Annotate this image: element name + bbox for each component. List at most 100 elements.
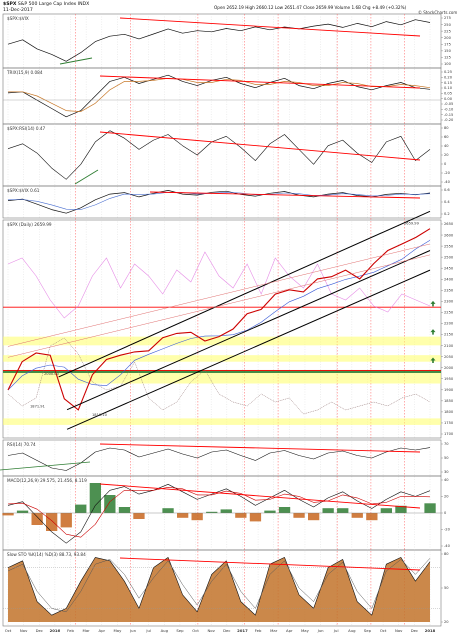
ohlc-line: Open 2652.19 High 2660.12 Low 2651.47 Cl… bbox=[214, 5, 407, 10]
macd-histogram-bar bbox=[104, 495, 116, 513]
y-tick-label: 200 bbox=[444, 36, 452, 40]
y-tick-label: 2600 bbox=[444, 233, 454, 237]
x-tick-label: Dec bbox=[223, 628, 230, 633]
trendline bbox=[119, 17, 421, 37]
price-annotation: 2659.99 bbox=[404, 221, 420, 225]
macd-histogram-bar bbox=[133, 513, 145, 519]
y-tick-label: -0.10 bbox=[444, 108, 454, 112]
series-price bbox=[7, 228, 431, 411]
series-macd-signal bbox=[7, 486, 431, 538]
y-tick-label: 2150 bbox=[444, 333, 454, 337]
x-tick-label: Feb bbox=[67, 628, 74, 633]
trendline bbox=[99, 443, 421, 453]
green-up-arrow bbox=[430, 329, 436, 335]
symbol: $SPX bbox=[3, 2, 17, 7]
y-tick-label: 2450 bbox=[444, 266, 454, 270]
x-tick-label: Feb bbox=[255, 628, 262, 633]
fib-band-yellow bbox=[3, 372, 441, 384]
panel-legends: $SPX:$VIX TRIX(15,9) 0.084 $SPX:RSI(14) … bbox=[6, 16, 87, 557]
x-tick-label: Oct bbox=[5, 628, 12, 633]
macd-histogram-bar bbox=[337, 508, 349, 513]
y-tick-label: 80 bbox=[444, 126, 449, 130]
y-tick-label: 30 bbox=[444, 470, 449, 474]
green-up-arrow bbox=[430, 357, 436, 364]
x-tick-label: Oct bbox=[380, 628, 387, 633]
y-tick-label: 1700 bbox=[444, 432, 454, 436]
vertical-gridlines bbox=[7, 14, 431, 626]
y-tick-label: -40 bbox=[444, 544, 451, 548]
x-tick-label: Oct bbox=[192, 628, 199, 633]
y-tick-label: -40 bbox=[444, 180, 451, 184]
price-annotation: 1810.10 bbox=[92, 413, 108, 417]
trendline bbox=[99, 75, 421, 89]
fib-band-green bbox=[3, 369, 441, 373]
y-tick-label: 1850 bbox=[444, 399, 454, 403]
y-tick-label: 0.6 bbox=[444, 188, 450, 192]
macd-histogram-bar bbox=[31, 513, 43, 525]
series-trix-signal bbox=[8, 77, 431, 112]
series-mid-ratio bbox=[7, 190, 431, 214]
macd-histogram-bar bbox=[191, 513, 203, 521]
y-tick-label: 0.2 bbox=[444, 212, 450, 216]
macd-histogram-bar bbox=[89, 483, 101, 513]
trendline bbox=[99, 483, 421, 509]
x-tick-label: Apr bbox=[286, 628, 293, 633]
macd-histogram-bar bbox=[75, 504, 87, 513]
y-tick-label: 2350 bbox=[444, 289, 454, 293]
x-tick-label: Dec bbox=[411, 628, 418, 633]
panel-frame-price bbox=[2, 219, 442, 439]
close-value: 2659.99 bbox=[315, 5, 334, 10]
fan-line bbox=[7, 254, 431, 358]
macd-histogram-bar bbox=[16, 510, 29, 513]
y-tick-label: 2650 bbox=[444, 222, 454, 226]
y-tick-label: 2500 bbox=[444, 255, 454, 259]
x-tick-label: Nov bbox=[20, 628, 28, 633]
x-tick-label: 2016 bbox=[50, 628, 61, 633]
y-tick-label: 60 bbox=[444, 135, 449, 139]
y-tick-label: 2100 bbox=[444, 344, 454, 348]
series-macd bbox=[7, 483, 431, 544]
fib-band-yellow bbox=[3, 355, 441, 362]
y-tick-label: -0.15 bbox=[444, 113, 453, 117]
x-tick-label: Jul bbox=[145, 628, 151, 633]
legend-macd: MACD(12,26,9) 29.575, 21.456, 8.119 bbox=[7, 478, 87, 483]
y-tick-label: 20 bbox=[444, 153, 449, 157]
x-axis-labels: Oct Nov Dec 2016 Feb Mar Apr May Jun Jul Aug Sep Oct… bbox=[5, 628, 436, 633]
chart-symbol-line: $SPX S&P 500 Large Cap Index INDX bbox=[3, 2, 89, 7]
y-tick-label: 50 bbox=[444, 456, 449, 460]
x-tick-label: Aug bbox=[161, 628, 169, 633]
macd-histogram-bar bbox=[177, 513, 189, 518]
y-tick-label: 2250 bbox=[444, 311, 454, 315]
y-tick-label: 70 bbox=[444, 442, 449, 446]
y-tick-label: 0.20 bbox=[444, 76, 453, 80]
fib-band-yellow bbox=[3, 418, 441, 425]
y-tick-label: 40 bbox=[444, 478, 449, 482]
y-tick-label: 0.15 bbox=[444, 81, 452, 85]
exchange: INDX bbox=[77, 2, 90, 7]
y-tick-label: 0.25 bbox=[444, 70, 452, 74]
y-tick-label: 20 bbox=[444, 620, 449, 624]
high-value: 2660.12 bbox=[256, 5, 274, 10]
y-tick-label: 20 bbox=[444, 495, 449, 499]
macd-histogram-bar bbox=[220, 509, 232, 513]
price-annotation: 2000.00 bbox=[44, 372, 60, 376]
legend-price: $SPX (Daily) 2659.99 bbox=[7, 222, 52, 227]
y-tick-label: 175 bbox=[444, 42, 451, 46]
x-tick-label: Nov bbox=[395, 628, 403, 633]
fib-bands bbox=[3, 306, 441, 425]
macd-histogram-bar bbox=[2, 513, 14, 516]
chart-date: 11-Dec-2017 bbox=[3, 8, 33, 13]
site-credit: © StockCharts.com bbox=[418, 10, 458, 15]
macd-histogram-bar bbox=[60, 513, 72, 528]
y-tick-label: 0.05 bbox=[444, 92, 452, 96]
macd-histogram-bar bbox=[235, 513, 247, 518]
legend-rsi: $SPX:RSI(14) 0.47 bbox=[7, 126, 46, 131]
y-tick-label: 0 bbox=[444, 511, 447, 515]
channel-lower bbox=[66, 269, 431, 430]
y-tick-label: 2300 bbox=[444, 300, 454, 304]
series-layer bbox=[2, 19, 436, 622]
y-tick-label: 50 bbox=[444, 586, 449, 590]
x-tick-label: Jun bbox=[317, 628, 325, 633]
